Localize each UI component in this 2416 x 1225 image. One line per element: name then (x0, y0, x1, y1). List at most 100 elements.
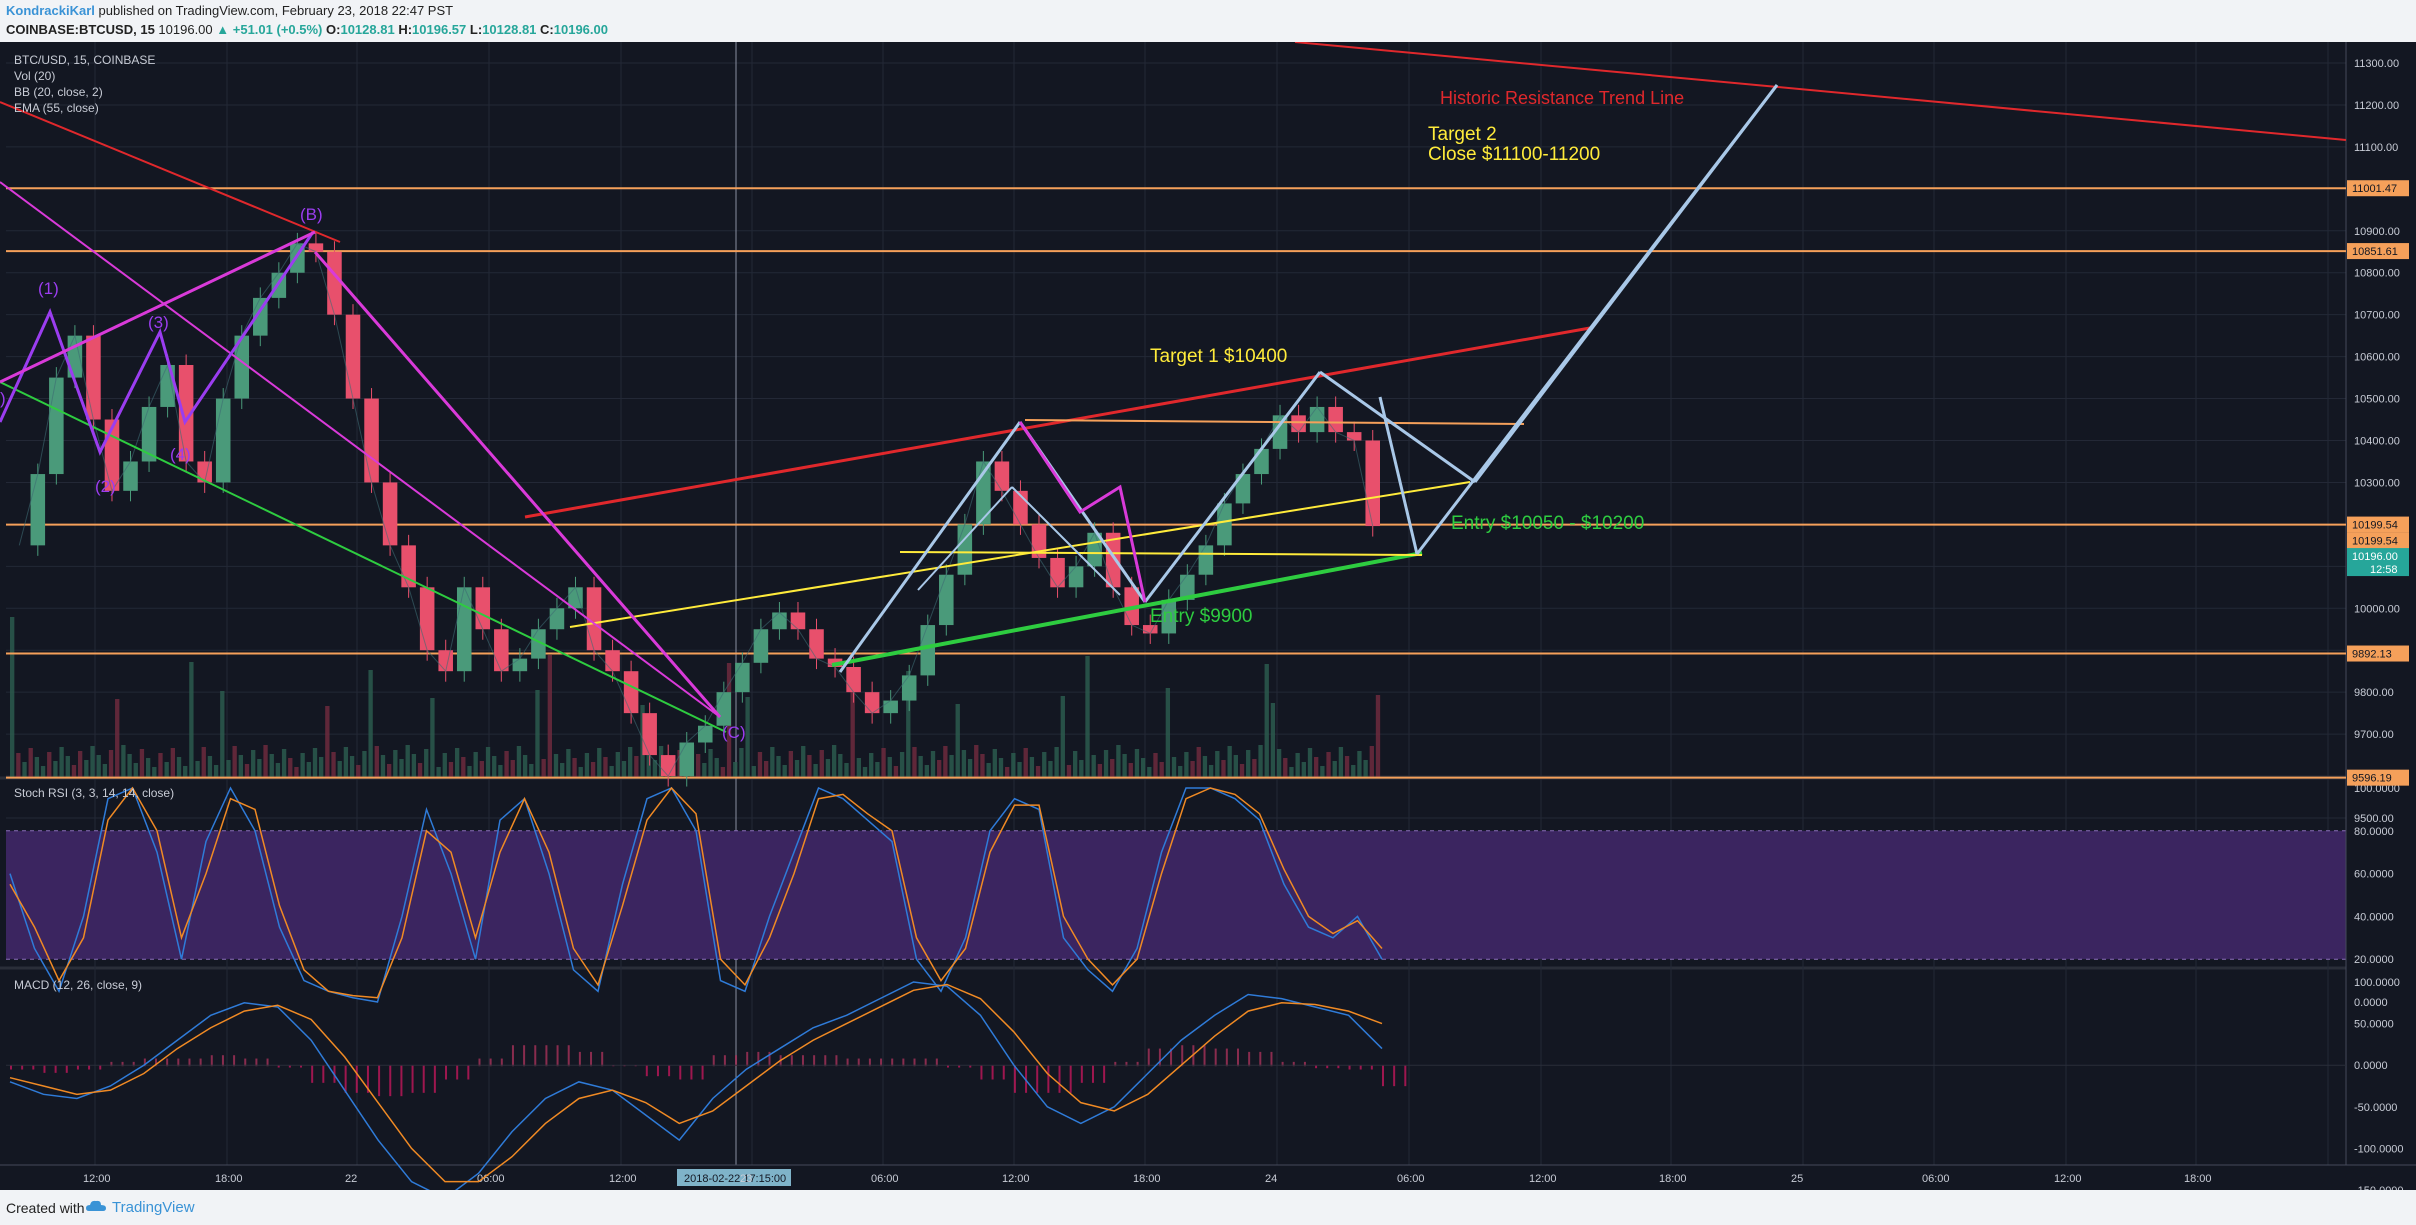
macd-histogram-bar (656, 1065, 659, 1077)
candle-body (642, 713, 657, 756)
volume-bar (288, 758, 293, 777)
tradingview-cloud-icon (86, 1200, 106, 1211)
candle-body (1198, 545, 1214, 575)
macd-histogram-bar (166, 1058, 169, 1067)
macd-histogram-bar (1103, 1065, 1106, 1083)
time-tick-label: 18:00 (215, 1173, 243, 1185)
volume-bar (257, 759, 262, 777)
volume-bar (337, 761, 342, 777)
high-label: H: (398, 22, 413, 37)
legend-macd[interactable]: MACD (12, 26, close, 9) (14, 978, 143, 992)
volume-bar (1252, 759, 1257, 777)
volume-bar (541, 759, 546, 777)
volume-bar (1276, 749, 1282, 777)
volume-bar (763, 761, 769, 777)
macd-histogram-bar (991, 1065, 994, 1080)
macd-histogram-bar (255, 1058, 258, 1067)
rising-support-line (831, 551, 1423, 667)
level-price-label: 9596.19 (2352, 773, 2392, 785)
volume-bar (1363, 760, 1368, 777)
price-tick-label: 10800.00 (2354, 268, 2400, 280)
volume-bar (634, 756, 639, 777)
volume-bar (862, 767, 868, 777)
tradingview-brand-link[interactable]: TradingView (112, 1199, 195, 1216)
chart-svg[interactable]: 9500.009600.009700.009800.009900.0010000… (0, 42, 2416, 1190)
macd-histogram-bar (155, 1058, 158, 1067)
macd-histogram-bar (757, 1051, 760, 1067)
volume-bar (887, 757, 892, 777)
volume-bar (949, 755, 954, 777)
macd-histogram-bar (1270, 1051, 1273, 1067)
volume-bar (374, 746, 379, 777)
macd-histogram-bar (300, 1065, 303, 1068)
time-tick-label: 18:00 (2184, 1173, 2212, 1185)
macd-histogram-bar (456, 1065, 459, 1080)
legend-ema[interactable]: EMA (55, close) (14, 101, 99, 115)
legend-stoch-rsi[interactable]: Stoch RSI (3, 3, 14, 14, close) (14, 786, 175, 800)
candle-body (623, 671, 639, 714)
chart-area[interactable]: 9500.009600.009700.009800.009900.0010000… (0, 42, 2416, 1190)
macd-histogram-bar (1158, 1048, 1161, 1067)
volume-bar (912, 747, 917, 777)
macd-histogram-bar (835, 1055, 838, 1067)
volume-bar (918, 756, 923, 777)
volume-bar (84, 760, 89, 777)
macd-histogram-bar (65, 1065, 68, 1073)
volume-bar (967, 759, 973, 777)
volume-bar (467, 766, 472, 777)
macd-histogram-bar (880, 1058, 883, 1067)
candle-body (1217, 503, 1232, 546)
resistance-line-left (0, 101, 341, 243)
volume-bar (1264, 664, 1269, 777)
volume-bar (906, 671, 911, 777)
volume-bar (213, 765, 219, 777)
footer-bar: Created with TradingView (0, 1190, 2416, 1225)
macd-histogram-bar (1013, 1065, 1016, 1093)
macd-histogram-bar (590, 1051, 593, 1067)
pattern-line (1378, 396, 1419, 555)
volume-bar (566, 749, 571, 777)
macd-histogram-bar (1091, 1065, 1094, 1083)
macd-histogram-bar (1236, 1048, 1239, 1067)
volume-bar (454, 748, 460, 777)
candle-body (698, 725, 713, 743)
price-tick-label: 11200.00 (2354, 100, 2399, 112)
legend-bollinger[interactable]: BB (20, close, 2) (14, 85, 103, 99)
macd-histogram-bar (1382, 1065, 1384, 1087)
volume-bar (1270, 703, 1276, 777)
volume-bar (875, 762, 880, 777)
volume-bar (40, 766, 46, 777)
volume-bar (325, 706, 330, 777)
volume-bar (652, 760, 658, 777)
volume-bar (1048, 761, 1053, 777)
volume-bar (770, 747, 775, 777)
volume-bar (553, 754, 559, 777)
candle-body (660, 755, 676, 777)
macd-histogram-bar (556, 1045, 559, 1067)
yellow-flat-line (899, 551, 1423, 556)
macd-histogram-bar (1125, 1061, 1128, 1067)
volume-bar (955, 704, 960, 777)
volume-bar (788, 751, 794, 777)
volume-bar (720, 767, 726, 777)
level-price-label: 9892.13 (2352, 649, 2392, 661)
candle-body (883, 700, 898, 714)
macd-histogram-bar (969, 1065, 972, 1068)
volume-bar (201, 747, 206, 777)
volume-bar (108, 750, 114, 777)
volume-bar (1116, 745, 1121, 777)
low-value: 10128.81 (482, 22, 537, 37)
volume-bar (893, 766, 899, 777)
volume-bar (628, 747, 633, 777)
macd-histogram-bar (32, 1065, 35, 1070)
author-link[interactable]: KondrackiKarl (6, 3, 95, 18)
volume-bar (275, 763, 281, 777)
volume-bar (899, 752, 905, 777)
legend-volume[interactable]: Vol (20) (14, 69, 56, 83)
macd-histogram-bar (378, 1065, 381, 1097)
time-tick-label: 06:00 (1922, 1173, 1950, 1185)
volume-bar (47, 752, 52, 777)
macd-histogram-bar (1047, 1065, 1050, 1093)
volume-bar (393, 750, 398, 777)
macd-histogram-bar (76, 1065, 79, 1070)
